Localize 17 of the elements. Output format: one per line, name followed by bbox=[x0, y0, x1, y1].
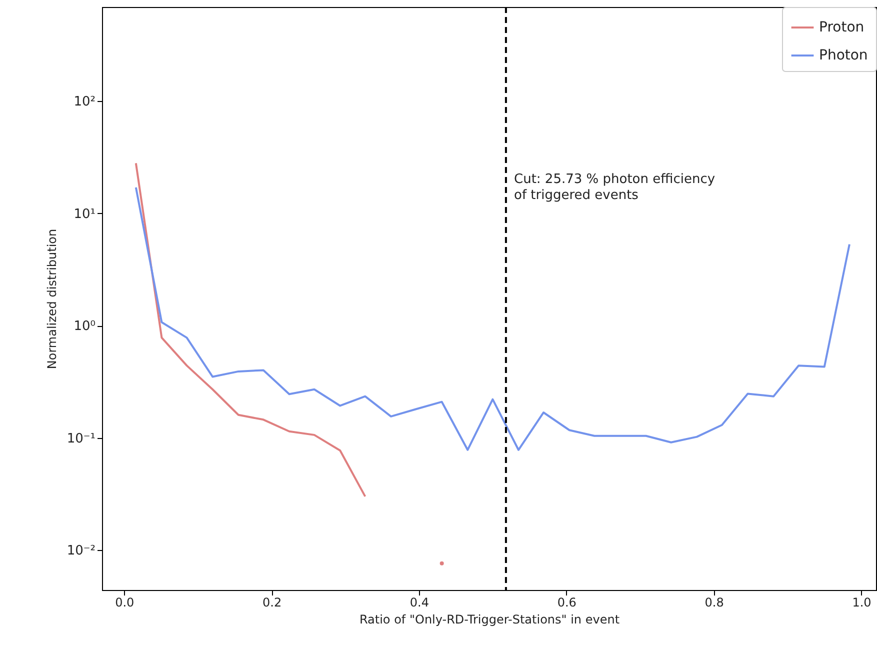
legend-label: Proton bbox=[819, 20, 864, 36]
y-tick-label: 10¹ bbox=[74, 206, 96, 222]
x-tick-label: 1.0 bbox=[852, 596, 872, 610]
x-tick-label: 0.2 bbox=[262, 596, 282, 610]
line-series bbox=[134, 186, 850, 451]
y-tick-label: 10² bbox=[74, 94, 96, 110]
x-tick-label: 0.8 bbox=[704, 596, 724, 610]
x-tick-label: 0.0 bbox=[115, 596, 134, 610]
y-tick-label: 10⁰ bbox=[74, 319, 96, 334]
x-tick-label: 0.4 bbox=[410, 596, 430, 610]
x-tick-label: 0.6 bbox=[557, 596, 576, 610]
x-axis-title: Ratio of "Only-RD-Trigger-Stations" in event bbox=[359, 612, 620, 626]
y-tick-label: 10⁻¹ bbox=[66, 431, 96, 446]
annotation: Cut: 25.73 % photon efficiency of triggered events bbox=[514, 172, 716, 203]
legend-label: Photon bbox=[819, 48, 868, 64]
y-axis-title: Normalized distribution bbox=[44, 228, 59, 370]
y-tick-label: 10⁻² bbox=[66, 543, 96, 558]
